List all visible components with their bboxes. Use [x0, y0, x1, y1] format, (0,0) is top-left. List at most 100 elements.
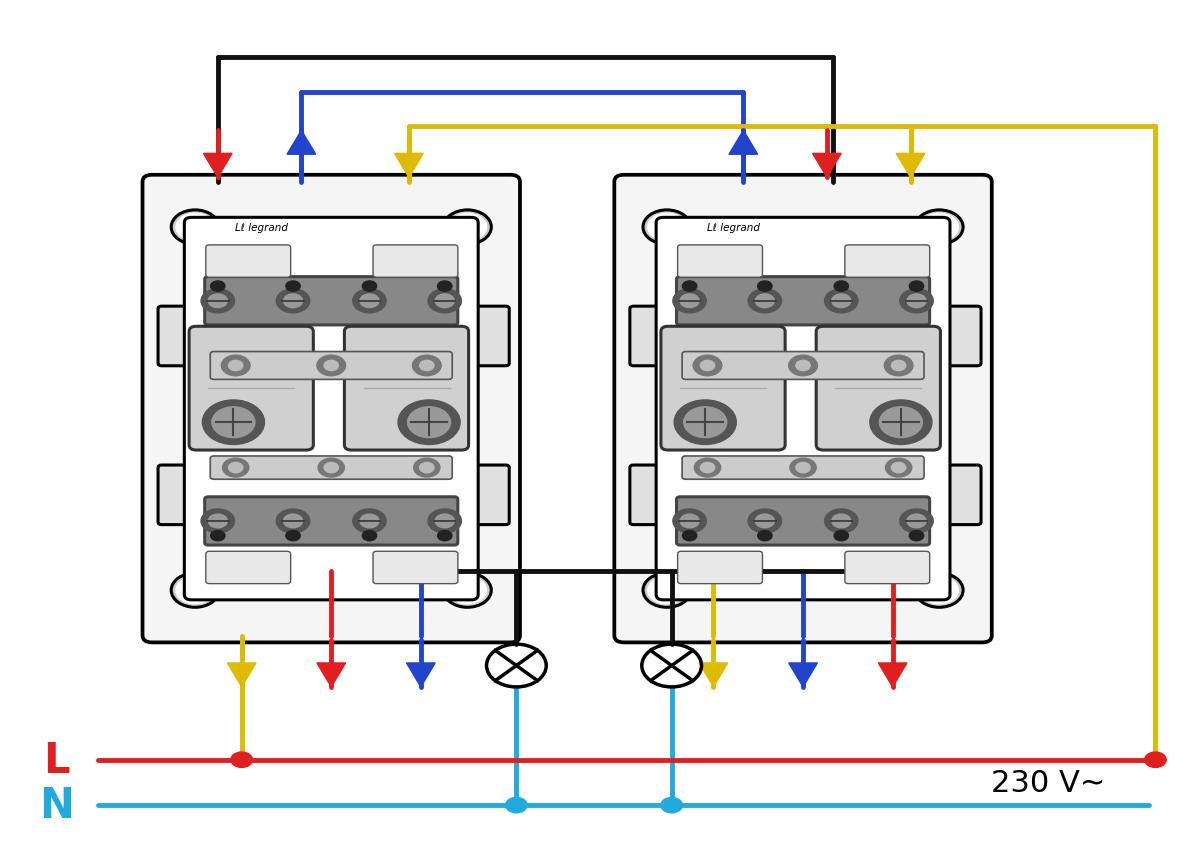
- Text: N: N: [40, 784, 74, 827]
- Circle shape: [674, 400, 737, 445]
- Circle shape: [680, 294, 700, 308]
- Polygon shape: [317, 663, 346, 687]
- Circle shape: [900, 510, 934, 533]
- FancyBboxPatch shape: [373, 245, 458, 278]
- Circle shape: [228, 463, 242, 474]
- Circle shape: [212, 407, 254, 438]
- Circle shape: [900, 289, 934, 313]
- FancyBboxPatch shape: [682, 352, 924, 380]
- Circle shape: [230, 753, 252, 767]
- Circle shape: [695, 459, 721, 478]
- FancyBboxPatch shape: [816, 327, 941, 450]
- Circle shape: [317, 356, 346, 376]
- Circle shape: [172, 211, 218, 245]
- Circle shape: [796, 361, 810, 371]
- Circle shape: [221, 356, 250, 376]
- Circle shape: [916, 573, 964, 608]
- Circle shape: [683, 531, 697, 542]
- Circle shape: [824, 510, 858, 533]
- Circle shape: [673, 289, 707, 313]
- Circle shape: [414, 459, 440, 478]
- Circle shape: [834, 282, 848, 292]
- FancyBboxPatch shape: [845, 245, 930, 278]
- FancyBboxPatch shape: [661, 327, 785, 450]
- FancyBboxPatch shape: [206, 552, 290, 584]
- Circle shape: [436, 515, 455, 528]
- FancyBboxPatch shape: [205, 277, 458, 325]
- Circle shape: [832, 515, 851, 528]
- Polygon shape: [812, 154, 841, 178]
- Circle shape: [176, 214, 214, 241]
- Circle shape: [834, 531, 848, 542]
- Circle shape: [428, 510, 462, 533]
- Circle shape: [203, 400, 264, 445]
- Circle shape: [436, 294, 455, 308]
- Circle shape: [408, 407, 450, 438]
- Circle shape: [910, 531, 924, 542]
- Polygon shape: [407, 663, 436, 687]
- FancyBboxPatch shape: [185, 218, 478, 600]
- Circle shape: [420, 463, 434, 474]
- Circle shape: [892, 463, 906, 474]
- FancyBboxPatch shape: [210, 456, 452, 480]
- Circle shape: [892, 361, 906, 371]
- Polygon shape: [878, 663, 907, 687]
- Text: 230 V∼: 230 V∼: [991, 769, 1105, 797]
- Circle shape: [286, 282, 300, 292]
- Circle shape: [413, 356, 442, 376]
- Circle shape: [684, 407, 727, 438]
- Circle shape: [444, 211, 491, 245]
- Circle shape: [870, 400, 932, 445]
- FancyBboxPatch shape: [143, 176, 520, 642]
- Circle shape: [755, 515, 774, 528]
- Circle shape: [398, 400, 460, 445]
- Circle shape: [362, 531, 377, 542]
- FancyBboxPatch shape: [630, 466, 664, 525]
- FancyBboxPatch shape: [682, 456, 924, 480]
- FancyBboxPatch shape: [158, 466, 192, 525]
- Circle shape: [648, 577, 686, 604]
- Circle shape: [209, 294, 227, 308]
- FancyBboxPatch shape: [475, 466, 509, 525]
- Circle shape: [907, 294, 926, 308]
- Circle shape: [324, 463, 338, 474]
- Polygon shape: [227, 663, 256, 687]
- Circle shape: [353, 289, 386, 313]
- Circle shape: [661, 797, 683, 813]
- Circle shape: [788, 356, 817, 376]
- Circle shape: [360, 294, 379, 308]
- Circle shape: [886, 459, 912, 478]
- Circle shape: [673, 510, 707, 533]
- FancyBboxPatch shape: [630, 307, 664, 366]
- Circle shape: [209, 515, 227, 528]
- Circle shape: [880, 407, 923, 438]
- Circle shape: [228, 361, 242, 371]
- Polygon shape: [204, 154, 232, 178]
- Circle shape: [428, 289, 462, 313]
- Circle shape: [420, 361, 434, 371]
- Polygon shape: [730, 131, 757, 155]
- Circle shape: [683, 282, 697, 292]
- Circle shape: [276, 510, 310, 533]
- Circle shape: [360, 515, 379, 528]
- Circle shape: [884, 356, 913, 376]
- Circle shape: [324, 361, 338, 371]
- FancyBboxPatch shape: [948, 307, 982, 366]
- Circle shape: [202, 510, 234, 533]
- FancyBboxPatch shape: [205, 497, 458, 545]
- FancyBboxPatch shape: [656, 218, 950, 600]
- Circle shape: [643, 211, 691, 245]
- FancyBboxPatch shape: [190, 327, 313, 450]
- Circle shape: [276, 289, 310, 313]
- Text: Lℓ legrand: Lℓ legrand: [707, 223, 760, 232]
- FancyBboxPatch shape: [678, 552, 762, 584]
- Circle shape: [211, 282, 224, 292]
- FancyBboxPatch shape: [475, 307, 509, 366]
- Circle shape: [286, 531, 300, 542]
- Circle shape: [701, 361, 715, 371]
- FancyBboxPatch shape: [845, 552, 930, 584]
- Text: L: L: [43, 739, 70, 781]
- Polygon shape: [788, 663, 817, 687]
- Circle shape: [438, 282, 452, 292]
- FancyBboxPatch shape: [373, 552, 458, 584]
